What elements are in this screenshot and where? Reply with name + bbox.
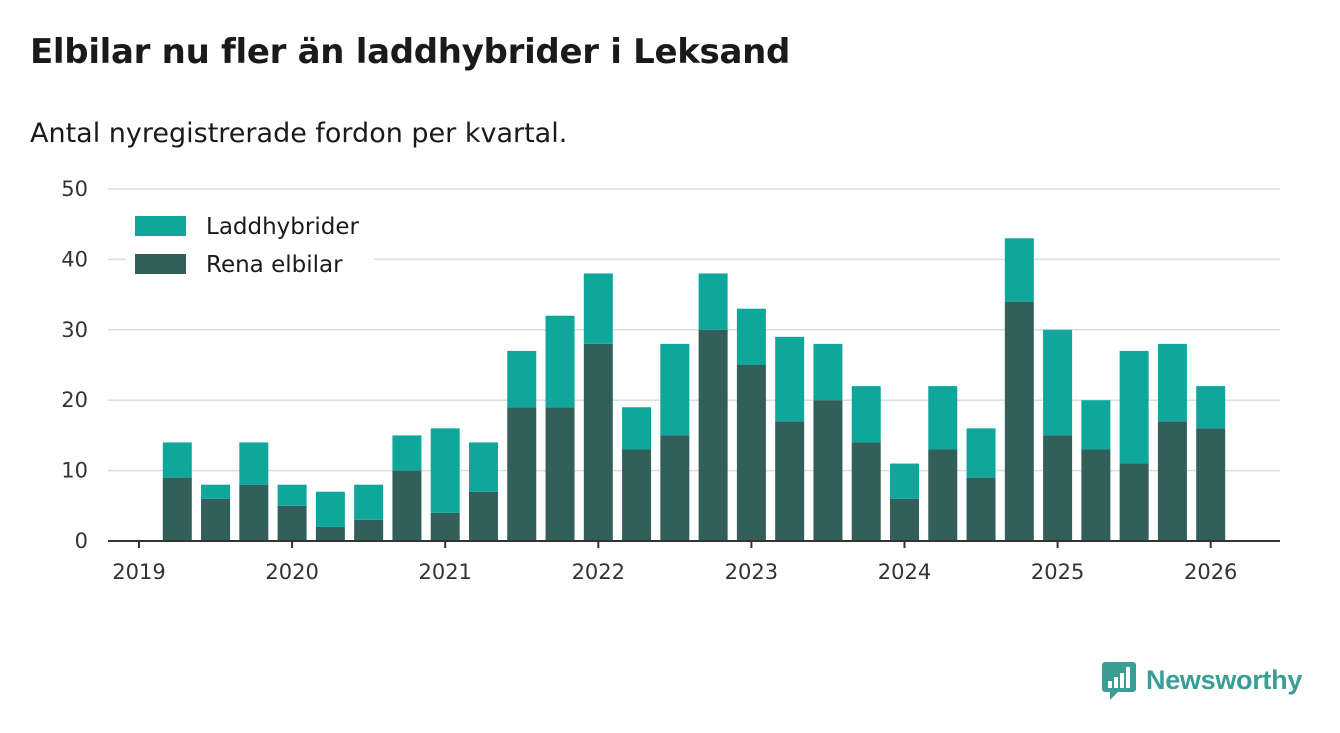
- bar-rena-elbilar: [430, 512, 460, 541]
- newsworthy-logo-icon: [1102, 662, 1136, 700]
- y-tick-label: 30: [61, 318, 88, 342]
- y-tick-label: 10: [61, 459, 88, 483]
- bar-rena-elbilar: [354, 519, 384, 541]
- bar-laddhybrider: [622, 407, 652, 450]
- y-tick-label: 20: [61, 388, 88, 412]
- bar-rena-elbilar: [851, 442, 881, 541]
- bar-rena-elbilar: [277, 505, 307, 541]
- bar-rena-elbilar: [966, 477, 996, 541]
- bar-laddhybrider: [315, 491, 345, 527]
- bar-rena-elbilar: [545, 407, 575, 541]
- bar-laddhybrider: [354, 484, 384, 520]
- bar-rena-elbilar: [162, 477, 192, 541]
- bar-rena-elbilar: [1119, 463, 1149, 541]
- chart-title: Elbilar nu fler än laddhybrider i Leksan…: [30, 32, 791, 72]
- bar-rena-elbilar: [1157, 421, 1187, 541]
- bar-laddhybrider: [201, 484, 231, 499]
- bar-laddhybrider: [1196, 386, 1226, 429]
- bar-rena-elbilar: [928, 449, 958, 541]
- bar-laddhybrider: [507, 350, 537, 408]
- bar-rena-elbilar: [392, 470, 422, 541]
- bar-rena-elbilar: [201, 498, 231, 541]
- legend-label: Rena elbilar: [206, 252, 343, 278]
- bar-laddhybrider: [660, 343, 690, 436]
- x-tick-label: 2022: [572, 560, 625, 584]
- x-tick-label: 2025: [1031, 560, 1084, 584]
- bar-rena-elbilar: [622, 449, 652, 541]
- bar-rena-elbilar: [507, 407, 537, 541]
- bar-laddhybrider: [545, 315, 575, 408]
- bar-laddhybrider: [890, 463, 919, 499]
- bar-laddhybrider: [851, 386, 881, 443]
- bar-laddhybrider: [813, 343, 843, 401]
- brand-name: Newsworthy: [1146, 664, 1303, 695]
- x-tick-label: 2026: [1184, 560, 1237, 584]
- bar-laddhybrider: [1081, 400, 1111, 450]
- bar-rena-elbilar: [583, 343, 613, 541]
- bar-laddhybrider: [1157, 343, 1187, 422]
- bar-rena-elbilar: [660, 435, 690, 541]
- bar-rena-elbilar: [468, 491, 498, 541]
- y-tick-label: 50: [61, 177, 88, 201]
- bar-laddhybrider: [928, 386, 958, 450]
- bar-laddhybrider: [736, 308, 766, 365]
- bar-rena-elbilar: [775, 421, 805, 541]
- bar-laddhybrider: [162, 442, 192, 478]
- x-tick-label: 2019: [112, 560, 165, 584]
- x-tick-label: 2020: [265, 560, 318, 584]
- bar-rena-elbilar: [315, 526, 345, 541]
- legend-swatch: [135, 254, 186, 274]
- bar-laddhybrider: [1043, 329, 1073, 436]
- brand-logo: Newsworthy: [1102, 660, 1302, 700]
- bar-laddhybrider: [698, 273, 728, 330]
- bar-laddhybrider: [239, 442, 269, 485]
- y-tick-label: 0: [75, 529, 88, 553]
- bar-rena-elbilar: [1043, 435, 1073, 541]
- bar-laddhybrider: [1119, 350, 1149, 464]
- bar-rena-elbilar: [1081, 449, 1111, 541]
- bar-laddhybrider: [430, 428, 460, 513]
- bar-laddhybrider: [468, 442, 498, 492]
- bar-rena-elbilar: [239, 484, 269, 541]
- bar-laddhybrider: [966, 428, 996, 478]
- x-tick-label: 2021: [418, 560, 471, 584]
- bar-rena-elbilar: [813, 400, 843, 541]
- bar-rena-elbilar: [890, 498, 919, 541]
- bar-laddhybrider: [277, 484, 307, 506]
- x-tick-label: 2023: [725, 560, 778, 584]
- bar-laddhybrider: [392, 435, 422, 471]
- bar-laddhybrider: [775, 336, 805, 422]
- bar-rena-elbilar: [1004, 301, 1034, 541]
- bar-laddhybrider: [583, 273, 613, 344]
- y-tick-label: 40: [61, 247, 88, 271]
- bar-rena-elbilar: [698, 329, 728, 541]
- x-tick-label: 2024: [878, 560, 931, 584]
- legend-swatch: [135, 216, 186, 236]
- bar-rena-elbilar: [1196, 428, 1226, 541]
- legend-label: Laddhybrider: [206, 214, 359, 240]
- bar-rena-elbilar: [736, 365, 766, 541]
- bar-laddhybrider: [1004, 238, 1034, 302]
- chart-subtitle: Antal nyregistrerade fordon per kvartal.: [30, 118, 568, 149]
